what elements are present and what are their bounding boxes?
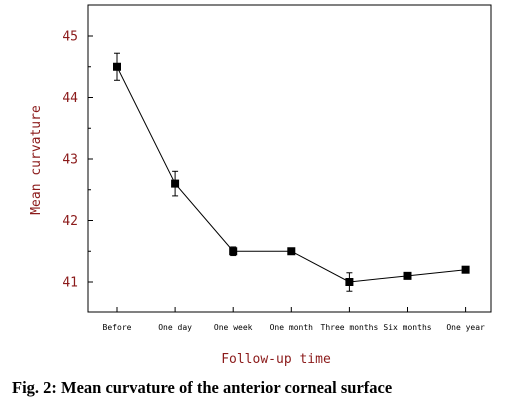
- x-tick-label: One year: [446, 323, 485, 332]
- x-tick-label: One week: [214, 323, 253, 332]
- y-axis-title: Mean curvature: [29, 105, 44, 215]
- plot-frame: [87, 4, 492, 313]
- data-point: [287, 247, 296, 256]
- y-tick-label: 41: [62, 276, 78, 291]
- x-tick-label: Before: [103, 323, 132, 332]
- x-tick-label: One month: [270, 323, 314, 332]
- x-axis: Before One day One week One month Three mont…: [103, 307, 485, 332]
- data-point: [229, 247, 238, 256]
- data-point: [113, 62, 121, 71]
- x-tick-label: Six months: [383, 323, 431, 332]
- y-tick-label: 43: [62, 153, 78, 168]
- x-tick-label: One day: [158, 323, 192, 332]
- data-point: [171, 179, 180, 188]
- y-axis: 41 42 43 44 45: [62, 30, 93, 291]
- y-tick-label: 45: [62, 30, 78, 45]
- figure-caption: Fig. 2: Mean curvature of the anterior c…: [12, 378, 393, 397]
- data-point: [403, 271, 412, 280]
- data-point: [345, 278, 354, 286]
- y-tick-label: 42: [62, 214, 78, 229]
- series: [113, 52, 470, 292]
- y-tick-label: 44: [62, 91, 78, 106]
- x-tick-label: Three months: [321, 323, 379, 332]
- x-axis-title: Follow-up time: [221, 352, 331, 367]
- data-point: [461, 265, 470, 274]
